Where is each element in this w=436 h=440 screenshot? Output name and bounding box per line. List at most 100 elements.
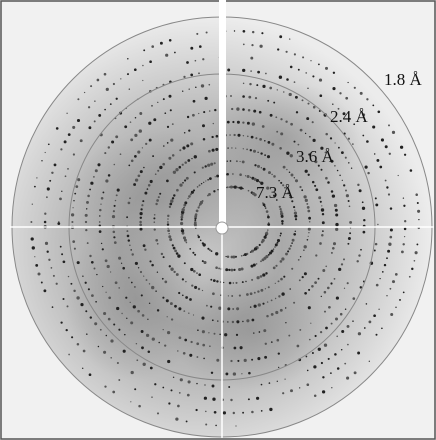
diffraction-spot: [243, 83, 244, 84]
diffraction-spot: [314, 185, 316, 187]
diffraction-spot: [68, 354, 70, 356]
diffraction-spot: [334, 204, 337, 207]
diffraction-spot: [44, 221, 47, 224]
diffraction-spot: [264, 206, 266, 208]
diffraction-spot: [140, 271, 142, 273]
diffraction-spot: [310, 323, 311, 324]
diffraction-spot: [352, 143, 353, 144]
diffraction-spot: [318, 278, 320, 280]
diffraction-spot: [257, 71, 260, 74]
diffraction-spot: [251, 136, 254, 139]
diffraction-spot: [229, 134, 231, 136]
diffraction-spot: [270, 114, 273, 117]
diffraction-spot: [267, 214, 269, 216]
diffraction-spot: [381, 138, 384, 141]
diffraction-spot: [265, 288, 266, 289]
diffraction-spot: [82, 275, 83, 276]
diffraction-spot: [362, 201, 364, 203]
diffraction-spot: [175, 168, 178, 171]
diffraction-spot: [108, 146, 110, 148]
diffraction-spot: [337, 367, 340, 370]
diffraction-spot: [213, 123, 214, 124]
diffraction-spot: [302, 56, 304, 58]
diffraction-spot: [251, 44, 253, 46]
diffraction-spot: [118, 379, 120, 381]
diffraction-spot: [261, 410, 263, 412]
diffraction-spot: [225, 268, 228, 271]
diffraction-spot: [209, 110, 211, 112]
diffraction-spot: [229, 282, 232, 285]
diffraction-spot: [271, 341, 273, 343]
diffraction-spot: [331, 323, 333, 325]
diffraction-spot: [188, 380, 191, 383]
diffraction-spot: [174, 250, 177, 253]
diffraction-spot: [218, 267, 220, 269]
diffraction-spot: [313, 365, 316, 368]
diffraction-spot: [318, 348, 321, 351]
diffraction-spot: [61, 253, 63, 255]
diffraction-spot: [85, 214, 88, 217]
diffraction-spot: [126, 216, 128, 218]
diffraction-spot: [281, 220, 284, 223]
diffraction-spot: [77, 119, 80, 122]
diffraction-spot: [349, 232, 351, 234]
diffraction-spot: [99, 230, 102, 233]
diffraction-spot: [204, 384, 205, 385]
diffraction-spot: [346, 377, 349, 380]
diffraction-spot: [182, 146, 185, 149]
diffraction-spot: [265, 272, 267, 274]
diffraction-spot: [264, 236, 267, 239]
diffraction-spot: [278, 280, 280, 282]
diffraction-spot: [149, 60, 152, 63]
diffraction-spot: [89, 255, 91, 257]
diffraction-spot: [126, 318, 127, 319]
diffraction-spot: [220, 281, 222, 283]
diffraction-spot: [277, 339, 280, 342]
diffraction-spot: [237, 121, 240, 124]
diffraction-spot: [105, 259, 108, 262]
diffraction-spot: [248, 96, 251, 99]
diffraction-spot: [90, 182, 93, 185]
diffraction-spot: [110, 339, 113, 342]
diffraction-spot: [335, 223, 338, 226]
diffraction-spot: [131, 159, 134, 162]
diffraction-spot: [247, 122, 250, 125]
diffraction-spot: [366, 140, 369, 143]
diffraction-spot: [83, 350, 86, 353]
diffraction-spot: [188, 195, 191, 198]
diffraction-spot: [194, 286, 197, 289]
diffraction-spot: [298, 69, 300, 71]
diffraction-spot: [68, 133, 71, 136]
diffraction-spot: [198, 288, 200, 290]
diffraction-spot: [275, 265, 277, 267]
diffraction-spot: [226, 186, 228, 188]
diffraction-spot: [332, 103, 333, 104]
diffraction-spot: [341, 151, 344, 154]
diffraction-spot: [179, 166, 182, 169]
diffraction-spot: [212, 398, 215, 401]
diffraction-spot: [250, 292, 253, 295]
diffraction-spot: [205, 165, 207, 167]
diffraction-spot: [332, 87, 335, 90]
diffraction-spot: [349, 221, 352, 224]
diffraction-spot: [377, 224, 378, 225]
diffraction-spot: [273, 248, 274, 249]
diffraction-spot: [94, 322, 97, 325]
diffraction-spot: [130, 121, 132, 123]
diffraction-spot: [242, 108, 245, 111]
diffraction-spot: [294, 212, 297, 215]
diffraction-spot: [128, 165, 130, 167]
diffraction-spot: [275, 298, 276, 299]
diffraction-spot: [165, 54, 168, 57]
diffraction-spot: [172, 123, 174, 125]
diffraction-spot: [113, 231, 116, 234]
diffraction-spot: [167, 360, 170, 363]
diffraction-spot: [263, 329, 266, 332]
diffraction-spot: [93, 176, 95, 178]
diffraction-spot: [196, 210, 199, 213]
diffraction-spot: [184, 339, 187, 342]
diffraction-spot: [206, 31, 208, 33]
diffraction-spot: [306, 383, 309, 386]
diffraction-spot: [346, 194, 349, 197]
diffraction-spot: [284, 378, 285, 379]
